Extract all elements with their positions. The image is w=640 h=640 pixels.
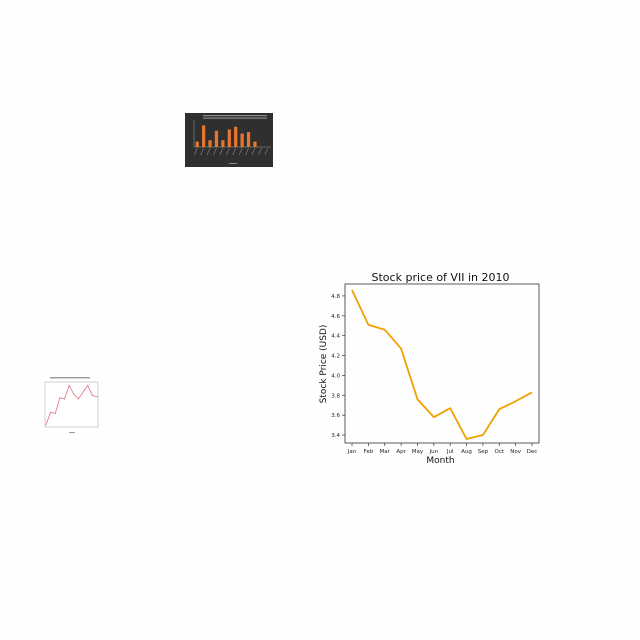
bar-mark <box>253 141 257 147</box>
mini-data-point <box>77 398 79 400</box>
bar-tick-label-blur <box>238 147 243 156</box>
bar-tick-label-blur <box>206 147 211 156</box>
bar-mark <box>234 126 238 147</box>
mini-data-point <box>45 424 47 426</box>
mini-data-point <box>87 384 89 386</box>
bar-tick-label-blur <box>258 147 262 156</box>
y-tick-label: 4.0 <box>331 373 340 379</box>
mini-series-line <box>45 384 98 425</box>
mini-data-point <box>73 393 75 395</box>
bar-chart-xlabel-blur <box>229 163 237 164</box>
y-tick-label: 3.6 <box>331 413 340 419</box>
bar-tick-label-blur <box>232 147 236 156</box>
mini-data-point <box>82 391 84 393</box>
x-axis-label: Month <box>426 456 454 466</box>
mini-data-point <box>59 397 61 399</box>
bar-tick-label-blur <box>245 147 249 156</box>
bar-chart-title-blur <box>203 117 267 119</box>
bar-tick-label-blur <box>251 147 256 156</box>
mini-data-point <box>64 398 66 400</box>
mini-data-point <box>54 413 56 414</box>
bar-tick-label-blur <box>226 147 230 156</box>
y-tick-label: 3.8 <box>331 393 340 399</box>
mini-data-point <box>91 395 93 396</box>
bar-tick-label-blur <box>219 147 224 156</box>
x-tick-label: Aug <box>461 449 472 455</box>
chart-title: Stock price of VII in 2010 <box>372 271 510 284</box>
bar-tick-label-blur <box>193 147 198 156</box>
y-tick-label: 4.6 <box>331 314 340 320</box>
x-tick-label: Mar <box>380 449 391 455</box>
mini-data-point <box>50 411 52 413</box>
x-tick-label: Feb <box>363 449 373 455</box>
bar-chart-thumbnail <box>185 113 273 167</box>
x-tick-label: Sep <box>478 449 489 455</box>
x-tick-label: Jun <box>429 449 439 455</box>
mini-chart-xlabel-blur <box>69 432 75 433</box>
stock-line-chart: Stock price of VII in 2010 Stock Price (… <box>319 271 540 466</box>
bar-mark <box>221 140 225 147</box>
mini-line-chart <box>36 374 100 436</box>
bar-chart <box>185 113 273 167</box>
y-tick-label: 3.4 <box>331 433 340 439</box>
mini-data-point <box>68 384 70 386</box>
bar-mark <box>208 140 212 147</box>
bar-mark <box>195 141 199 147</box>
line-chart-thumbnail <box>36 374 100 436</box>
y-tick-label: 4.4 <box>331 334 340 340</box>
mini-chart-background <box>36 374 100 436</box>
bar-chart-title-blur <box>203 115 267 117</box>
plot-frame <box>344 283 540 444</box>
y-tick-label: 4.2 <box>331 354 340 360</box>
x-tick-label: Apr <box>396 449 406 455</box>
bar-tick-label-blur <box>213 147 217 156</box>
y-tick-label: 4.8 <box>331 294 340 300</box>
mini-data-point <box>96 396 98 398</box>
bar-tick-label-blur <box>264 147 269 156</box>
bar-mark <box>240 133 244 147</box>
bar-tick-label-blur <box>200 147 204 156</box>
x-tick-label: Jan <box>347 449 357 455</box>
x-tick-label: Dec <box>527 449 538 455</box>
stock-chart: Stock price of VII in 2010 Stock Price (… <box>310 262 560 472</box>
x-tick-label: May <box>412 449 424 455</box>
bar-mark <box>214 130 219 147</box>
x-tick-label: Jul <box>446 449 454 455</box>
mini-chart-title-blur <box>50 377 90 379</box>
bar-mark <box>227 129 231 147</box>
series-line <box>351 289 533 440</box>
y-axis-label: Stock Price (USD) <box>319 325 329 404</box>
x-tick-label: Oct <box>495 449 505 455</box>
mini-chart-plot-frame <box>44 381 99 428</box>
bar-mark <box>246 132 251 147</box>
bar-mark <box>202 125 206 147</box>
x-tick-label: Nov <box>510 449 521 455</box>
